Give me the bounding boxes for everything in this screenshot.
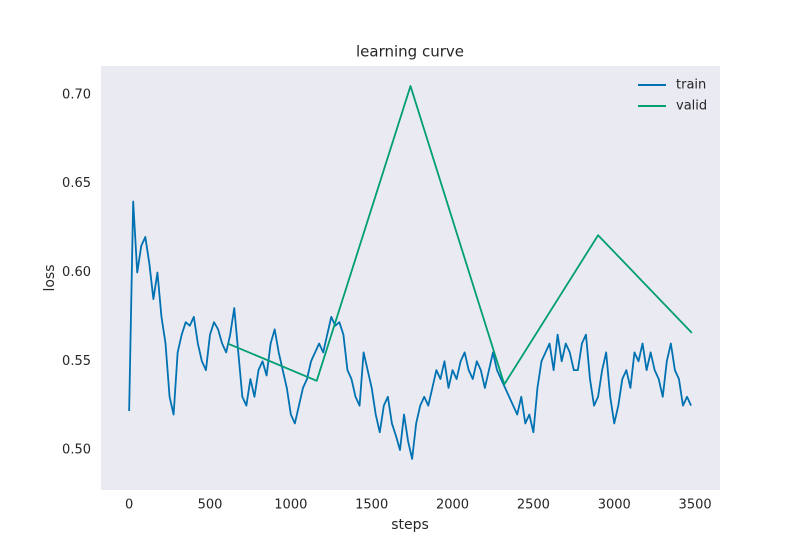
line-train (128, 200, 692, 460)
x-tick-label: 500 (198, 498, 223, 513)
plot-area (101, 66, 720, 490)
legend-label: valid (676, 99, 707, 114)
legend-label: train (676, 78, 706, 93)
x-tick-label: 2500 (517, 498, 550, 513)
y-tick-label: 0.50 (62, 443, 91, 458)
x-tick-label: 3500 (679, 498, 712, 513)
y-tick-label: 0.60 (62, 265, 91, 280)
x-axis-label: steps (391, 517, 429, 533)
y-tick-label: 0.65 (62, 176, 91, 191)
x-tick-label: 0 (125, 498, 133, 513)
x-tick-label: 3000 (598, 498, 631, 513)
y-tick-label: 0.70 (62, 87, 91, 102)
x-tick-label: 1500 (355, 498, 388, 513)
y-axis-label: loss (42, 264, 58, 291)
line-valid (227, 85, 693, 386)
chart-title: learning curve (356, 43, 464, 61)
x-tick-label: 2000 (436, 498, 469, 513)
y-tick-label: 0.55 (62, 354, 91, 369)
x-tick-label: 1000 (274, 498, 307, 513)
